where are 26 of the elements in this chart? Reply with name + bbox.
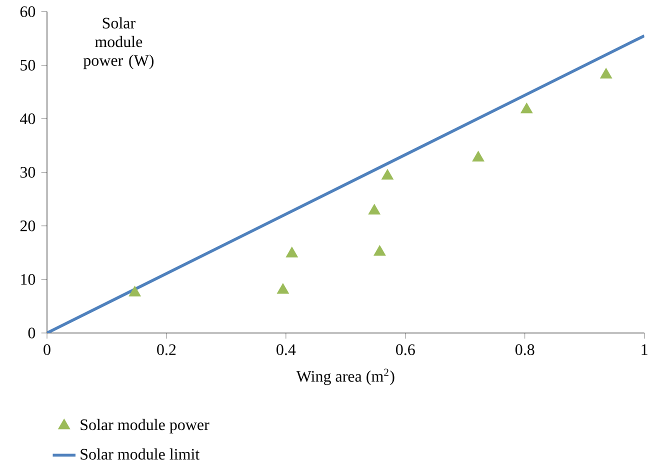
x-tick-label: 0.8 — [515, 344, 534, 356]
x-tick-label: 0 — [44, 344, 50, 356]
point — [276, 283, 289, 294]
point — [472, 150, 484, 162]
y-tick-label: 40 — [20, 113, 36, 124]
y-tick-label: 30 — [20, 166, 36, 178]
point — [286, 246, 298, 258]
point — [520, 102, 533, 114]
point — [128, 286, 141, 296]
x-tick-label: 0.2 — [157, 344, 176, 356]
point — [374, 245, 386, 256]
y-axis-title: Solar module power (W) — [83, 17, 154, 70]
y-tick-label: 10 — [21, 274, 36, 285]
x-tick-label: 0.6 — [396, 344, 415, 356]
point — [381, 169, 394, 180]
point — [600, 68, 612, 78]
y-tick-label: 0 — [28, 328, 36, 338]
y-tick-label: 50 — [20, 60, 36, 71]
x-axis-title: Wing area (m$^{2}$) — [296, 368, 394, 386]
y-tick-label: 20 — [20, 220, 36, 232]
point — [368, 204, 380, 214]
y-tick-label: 60 — [20, 6, 36, 18]
legend-label: Solar module power — [80, 418, 210, 434]
legend-label: Solar module limit — [80, 448, 200, 460]
x-tick-label: 1 — [642, 344, 648, 355]
x-tick-label: 0.4 — [276, 344, 296, 356]
